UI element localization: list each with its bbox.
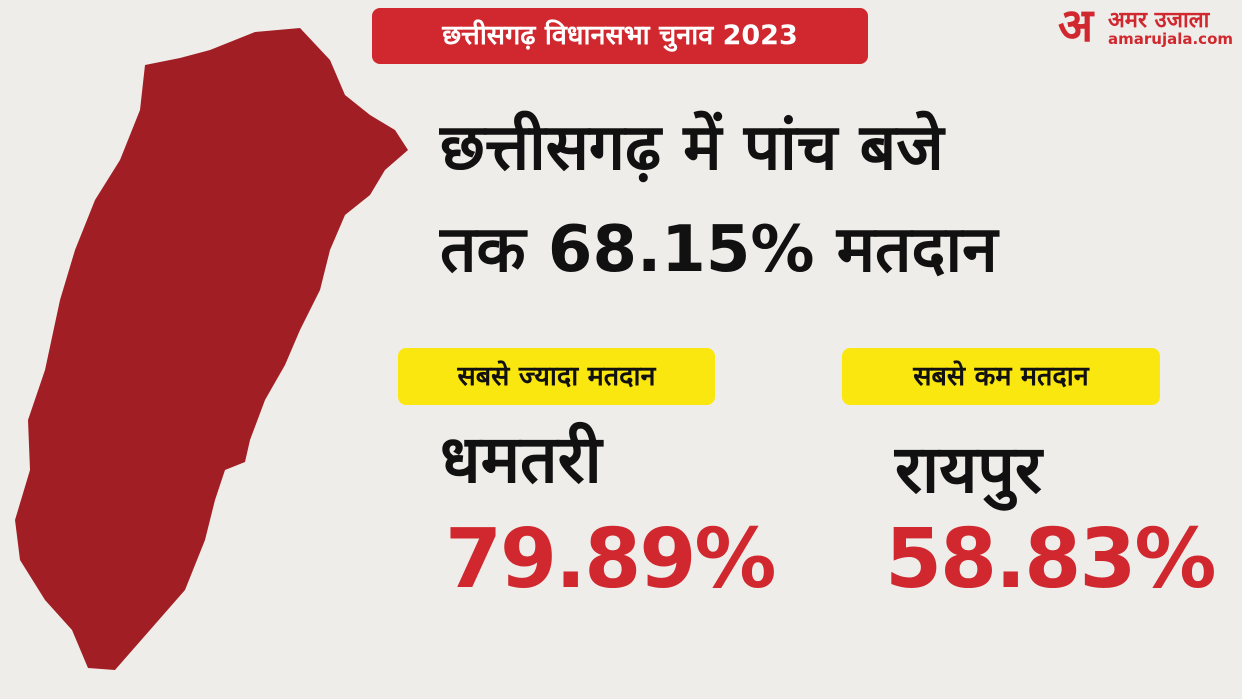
logo-mark: अ: [1058, 0, 1094, 52]
turnout: 79.89%: [445, 512, 777, 607]
headline: तक 68.15% मतदान: [440, 213, 998, 287]
district: धमतरी: [440, 421, 602, 498]
logo-name: अमर उजाला: [1108, 8, 1210, 33]
state-map: [15, 28, 408, 670]
district: रायपुर: [895, 431, 1042, 508]
headline: छत्तीसगढ़ में पांच बजे: [440, 111, 944, 185]
badge: छत्तीसगढ़ विधानसभा चुनाव 2023: [372, 8, 868, 64]
turnout: 58.83%: [885, 512, 1217, 607]
map-shape: [15, 28, 408, 670]
stat-label: सबसे कम मतदान: [842, 348, 1160, 405]
stat-label: सबसे ज्यादा मतदान: [398, 348, 715, 405]
logo-url: amarujala.com: [1108, 30, 1234, 48]
